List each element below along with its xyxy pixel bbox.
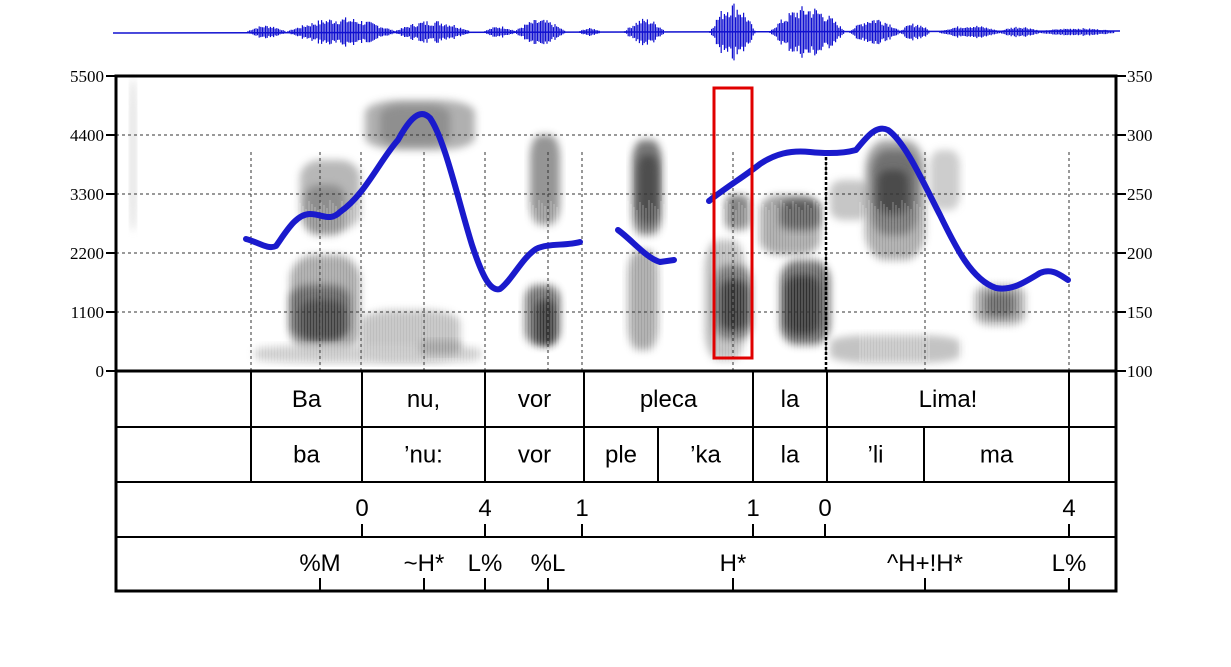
tone-label: %L (531, 550, 566, 577)
left-axis-tick-label: 0 (96, 362, 105, 381)
pitch-contour-segment-1 (243, 111, 583, 293)
annotation-tiers: Ba nu, vor pleca la Lima! ba ’nu: vor ple ’ka la ’l… (114, 369, 1118, 593)
right-pitch-axis: 350 300 250 200 150 100 (1116, 67, 1153, 381)
break-index-label: 1 (746, 495, 759, 522)
tone-tier: %M ~H* L% %L H* ^H+!H* L% (299, 550, 1086, 591)
left-axis-tick-label: 5500 (70, 67, 104, 86)
tone-label: L% (1052, 550, 1087, 577)
waveform (112, 3, 1121, 61)
break-index-label: 0 (818, 495, 831, 522)
break-index-tier: 0 4 1 1 0 4 (355, 495, 1076, 537)
right-axis-tick-label: 100 (1127, 362, 1153, 381)
syllable-tier: ba ’nu: vor ple ’ka la ’li ma (250, 427, 1070, 482)
syllable-label: ma (980, 442, 1014, 469)
right-axis-tick-label: 150 (1127, 303, 1153, 322)
highlight-box (712, 86, 754, 360)
right-axis-tick-label: 300 (1127, 126, 1153, 145)
break-index-label: 4 (1062, 495, 1075, 522)
vertical-boundary-lines (250, 152, 1070, 371)
tone-label: ~H* (404, 550, 445, 577)
syllable-label: ba (293, 442, 320, 469)
right-axis-tick-label: 350 (1127, 67, 1153, 86)
right-axis-tick-label: 250 (1127, 185, 1153, 204)
word-label: pleca (640, 386, 698, 413)
pitch-contour-segment-3 (706, 125, 1071, 292)
syllable-label: ’li (868, 442, 884, 469)
break-index-label: 0 (355, 495, 368, 522)
syllable-label: ’nu: (404, 442, 443, 469)
spectrogram (130, 80, 1030, 363)
word-tier: Ba nu, vor pleca la Lima! (250, 371, 1070, 427)
left-axis-tick-label: 4400 (70, 126, 104, 145)
break-index-label: 4 (478, 495, 491, 522)
word-label: vor (518, 386, 551, 413)
word-label: Ba (292, 386, 322, 413)
pitch-contour-segment-2 (615, 227, 677, 265)
left-axis-tick-label: 2200 (70, 244, 104, 263)
syllable-label: ple (605, 442, 637, 469)
syllable-label: la (781, 442, 800, 469)
word-label: Lima! (919, 386, 978, 413)
horizontal-gridlines (116, 134, 1116, 313)
left-frequency-axis: 5500 4400 3300 2200 1100 0 (70, 67, 116, 381)
tone-label: ^H+!H* (887, 550, 963, 577)
word-label: la (781, 386, 800, 413)
break-index-label: 1 (575, 495, 588, 522)
spectrogram-panel (114, 74, 1118, 373)
tone-label: H* (720, 550, 747, 577)
syllable-label: ’ka (690, 442, 721, 469)
left-axis-tick-label: 3300 (70, 185, 104, 204)
right-axis-tick-label: 200 (1127, 244, 1153, 263)
tone-label: L% (468, 550, 503, 577)
word-label: nu, (407, 386, 440, 413)
left-axis-tick-label: 1100 (71, 303, 104, 322)
tone-label: %M (299, 550, 340, 577)
syllable-label: vor (518, 442, 551, 469)
